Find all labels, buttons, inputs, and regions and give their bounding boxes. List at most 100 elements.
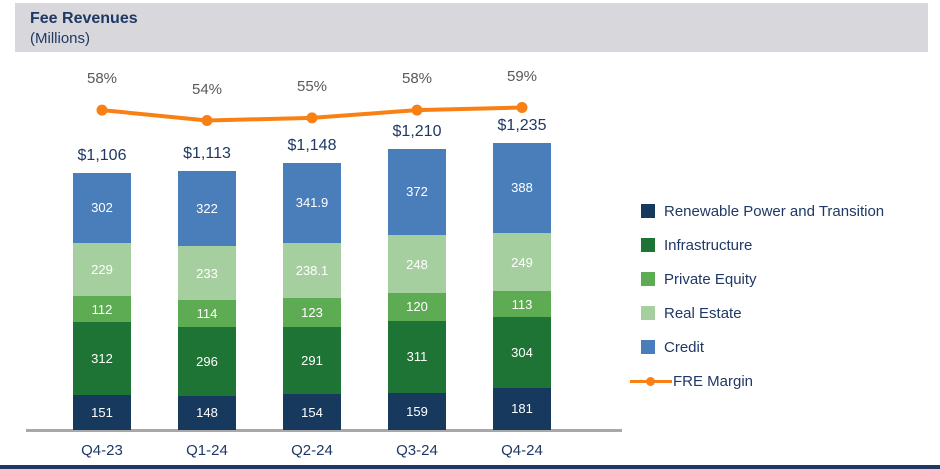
segment-value-label: 112 — [91, 301, 113, 317]
segment-value-label: 302 — [91, 200, 113, 216]
bar-total-label: $1,106 — [77, 146, 127, 164]
segment-value-label: 123 — [301, 304, 323, 320]
segment-value-label: 148 — [196, 405, 218, 421]
x-axis-label-Q4-24: Q4-24 — [501, 442, 543, 459]
segment-value-label: 248 — [406, 256, 428, 272]
segment-real-estate-Q3-24: 248 — [388, 235, 446, 293]
fre-margin-marker — [411, 104, 423, 116]
bar-total-label: $1,113 — [183, 145, 231, 163]
chart-legend: Renewable Power and Transition Infrastruc… — [630, 201, 884, 405]
segment-credit-Q4-24: 388 — [493, 142, 551, 234]
segment-value-label: 304 — [511, 345, 533, 361]
fre-margin-polyline — [100, 105, 524, 123]
segment-renewable-power-and-transition-Q3-24: 159 — [388, 393, 446, 430]
segment-infrastructure-Q1-24: 296 — [178, 326, 236, 396]
legend-item-fre-margin: FRE Margin — [630, 371, 884, 391]
legend-label: Credit — [664, 338, 705, 356]
x-axis-label-Q4-23: Q4-23 — [81, 442, 123, 459]
segment-credit-Q4-23: 302 — [73, 172, 131, 244]
bottom-accent-strip — [0, 465, 940, 469]
bar-Q2-24: 154 291 123 238.1 341.9 — [283, 163, 341, 430]
bar-total-label: $1,148 — [287, 137, 337, 155]
x-axis-label-Q1-24: Q1-24 — [186, 442, 228, 459]
fre-margin-marker — [306, 112, 318, 124]
segment-value-label: 238.1 — [295, 262, 329, 278]
segment-infrastructure-Q4-24: 304 — [493, 317, 551, 388]
segment-value-label: 233 — [196, 265, 218, 281]
chart-header: Fee Revenues (Millions) — [15, 3, 928, 52]
legend-item-real-estate: Real Estate — [641, 303, 884, 323]
segment-real-estate-Q1-24: 233 — [178, 246, 236, 301]
fre-margin-percent-label: 58% — [86, 70, 118, 88]
segment-real-estate-Q2-24: 238.1 — [283, 242, 341, 298]
segment-value-label: 311 — [406, 349, 428, 365]
x-axis-label-Q3-24: Q3-24 — [396, 442, 438, 459]
fre-margin-percent-label: 58% — [401, 70, 433, 88]
chart-title: Fee Revenues — [30, 10, 138, 27]
legend-line-dot — [646, 376, 655, 386]
segment-private-equity-Q4-24: 113 — [493, 290, 551, 318]
segment-value-label: 372 — [406, 184, 428, 200]
bar-total-label: $1,235 — [497, 116, 547, 134]
bar-total-label: $1,210 — [392, 122, 442, 140]
legend-line-marker-icon — [630, 374, 672, 388]
segment-value-label: 322 — [196, 201, 218, 217]
bar-Q3-24: 159 311 120 248 372 — [388, 148, 446, 430]
fre-margin-marker — [516, 102, 528, 113]
segment-value-label: 249 — [511, 254, 533, 270]
legend-swatch-icon — [641, 340, 655, 354]
x-axis-label-Q2-24: Q2-24 — [291, 442, 333, 459]
segment-value-label: 229 — [91, 262, 113, 278]
legend-label: FRE Margin — [673, 372, 754, 390]
segment-private-equity-Q3-24: 120 — [388, 292, 446, 321]
fre-margin-percent-label: 59% — [506, 67, 538, 85]
fre-margin-marker — [96, 104, 108, 116]
legend-swatch-icon — [641, 204, 655, 218]
legend-label: Private Equity — [664, 270, 757, 288]
segment-renewable-power-and-transition-Q2-24: 154 — [283, 394, 341, 430]
segment-private-equity-Q1-24: 114 — [178, 300, 236, 327]
legend-swatch-icon — [641, 306, 655, 320]
segment-credit-Q2-24: 341.9 — [283, 163, 341, 243]
segment-value-label: 291 — [301, 352, 323, 368]
segment-renewable-power-and-transition-Q1-24: 148 — [178, 395, 236, 430]
segment-private-equity-Q2-24: 123 — [283, 297, 341, 327]
segment-value-label: 113 — [511, 296, 533, 312]
legend-item-credit: Credit — [641, 337, 884, 357]
chart-units-subtitle: (Millions) — [30, 30, 90, 47]
x-axis-line — [26, 429, 622, 432]
segment-renewable-power-and-transition-Q4-23: 151 — [73, 394, 131, 430]
segment-private-equity-Q4-23: 112 — [73, 296, 131, 323]
fre-margin-percent-label: 54% — [191, 80, 223, 98]
segment-value-label: 181 — [511, 401, 533, 417]
segment-value-label: 114 — [196, 306, 218, 322]
legend-item-infrastructure: Infrastructure — [641, 235, 884, 255]
fre-margin-percent-label: 55% — [296, 77, 328, 95]
legend-swatch-icon — [641, 272, 655, 286]
segment-value-label: 120 — [406, 299, 428, 315]
segment-value-label: 154 — [301, 404, 323, 420]
segment-value-label: 388 — [511, 180, 533, 196]
segment-infrastructure-Q2-24: 291 — [283, 326, 341, 395]
segment-credit-Q1-24: 322 — [178, 171, 236, 247]
fre-margin-marker — [201, 115, 213, 126]
legend-item-renewable-power-and-transition: Renewable Power and Transition — [641, 201, 884, 221]
bar-Q1-24: 148 296 114 233 322 — [178, 171, 236, 430]
segment-infrastructure-Q4-23: 312 — [73, 322, 131, 395]
segment-real-estate-Q4-24: 249 — [493, 233, 551, 291]
legend-label: Real Estate — [664, 304, 742, 322]
segment-real-estate-Q4-23: 229 — [73, 243, 131, 297]
legend-item-private-equity: Private Equity — [641, 269, 884, 289]
bar-Q4-24: 181 304 113 249 388 — [493, 142, 551, 430]
segment-value-label: 151 — [91, 404, 113, 420]
segment-infrastructure-Q3-24: 311 — [388, 320, 446, 394]
legend-label: Renewable Power and Transition — [664, 202, 885, 220]
bar-Q4-23: 151 312 112 229 302 — [73, 172, 131, 430]
segment-value-label: 341.9 — [295, 195, 329, 211]
legend-label: Infrastructure — [664, 236, 753, 254]
segment-value-label: 159 — [406, 404, 428, 419]
segment-value-label: 312 — [91, 351, 113, 367]
segment-renewable-power-and-transition-Q4-24: 181 — [493, 387, 551, 430]
